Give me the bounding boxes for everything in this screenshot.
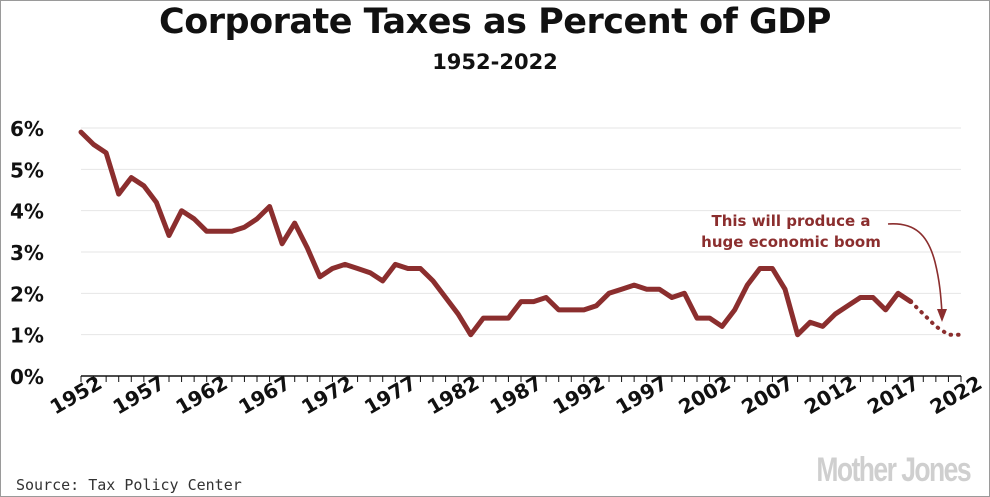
x-tick-label: 2002 <box>674 371 734 420</box>
axes: 0%1%2%3%4%5%6%1952 1957 1962 1967 1972 1977 19… <box>10 117 986 419</box>
annotation: This will produce a huge economic boom <box>701 212 947 322</box>
x-tick-label: 1992 <box>549 371 609 420</box>
x-tick-label: 1952 <box>46 371 106 420</box>
source-note: Source: Tax Policy Center <box>16 476 242 494</box>
brand-logo: Mother Jones <box>816 451 971 489</box>
x-tick-label: 1972 <box>297 371 357 420</box>
x-tick-label: 2007 <box>737 371 797 420</box>
gridlines <box>81 127 961 336</box>
x-tick-label: 1967 <box>234 371 294 420</box>
x-tick-label: 2022 <box>926 371 986 420</box>
x-tick-label: 1997 <box>612 371 672 420</box>
x-tick-label: 1957 <box>109 371 169 420</box>
x-tick-label: 2012 <box>800 371 860 420</box>
projection-line <box>908 299 963 337</box>
x-tick-label: 1982 <box>423 371 483 420</box>
y-tick-label: 1% <box>10 324 44 348</box>
x-tick-label: 2017 <box>863 371 923 420</box>
y-tick-label: 6% <box>10 117 44 141</box>
chart-subtitle: 1952-2022 <box>432 50 558 74</box>
annotation-arrowhead <box>937 309 947 322</box>
series-line <box>78 129 914 338</box>
y-tick-label: 0% <box>10 365 44 389</box>
annotation-line-2: huge economic boom <box>701 233 881 251</box>
x-tick-label: 1977 <box>360 371 420 420</box>
y-tick-label: 4% <box>10 200 44 224</box>
y-tick-label: 2% <box>10 282 44 306</box>
annotation-arrow <box>887 223 943 314</box>
y-tick-label: 3% <box>10 241 44 265</box>
x-tick-label: 1962 <box>172 371 232 420</box>
y-tick-label: 5% <box>10 158 44 182</box>
annotation-line-1: This will produce a <box>712 212 871 230</box>
chart-title: Corporate Taxes as Percent of GDP <box>159 2 831 42</box>
x-tick-label: 1987 <box>486 371 546 420</box>
series <box>78 129 963 338</box>
